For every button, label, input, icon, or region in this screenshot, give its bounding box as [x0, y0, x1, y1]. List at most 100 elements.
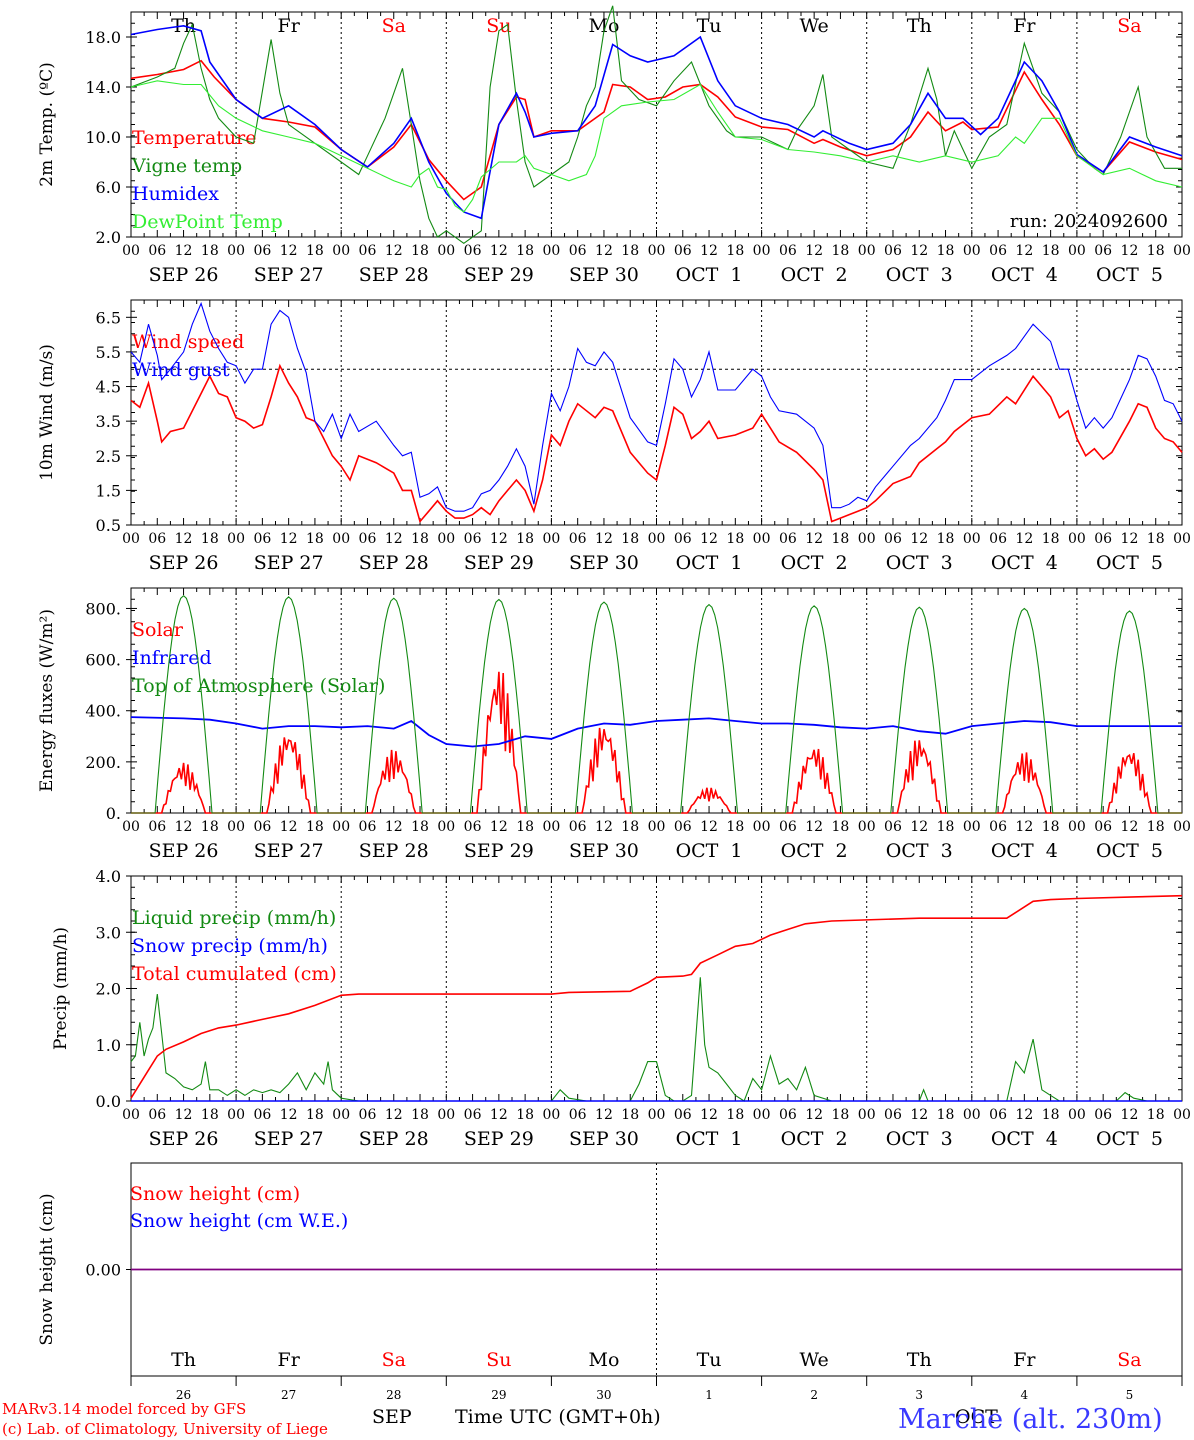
hour-tick-label: 00	[437, 531, 455, 547]
hour-tick-label: 00	[227, 1107, 245, 1123]
legend-entry: Total cumulated (cm)	[132, 963, 337, 985]
hour-tick-label: 00	[542, 531, 560, 547]
hour-tick-label: 06	[569, 819, 587, 835]
hour-tick-label: 12	[385, 1107, 403, 1123]
weekday-label: Fr	[1013, 15, 1036, 37]
date-label: OCT 5	[1096, 552, 1163, 574]
hour-tick-label: 00	[542, 819, 560, 835]
day-number-label: 29	[491, 1388, 506, 1402]
hour-tick-label: 12	[175, 531, 193, 547]
series-line-top-of-atmosphere-solar-	[131, 594, 1182, 814]
legend-entry: Humidex	[132, 183, 219, 205]
y-tick-label: 3.0	[96, 923, 121, 942]
day-number-label: 1	[705, 1388, 713, 1402]
hour-tick-label: 18	[1147, 243, 1165, 259]
footer-month-oct: OCT	[955, 1406, 998, 1428]
series-line-wind-speed	[130, 363, 1183, 524]
date-label: SEP 30	[569, 264, 639, 286]
legend-entry: Wind speed	[132, 331, 244, 353]
hour-tick-label: 00	[437, 819, 455, 835]
y-tick-label: 0.5	[96, 516, 121, 535]
y-tick-label: 6.0	[96, 178, 121, 197]
hour-tick-label: 12	[1015, 1107, 1033, 1123]
weekday-label: Fr	[1013, 1349, 1036, 1371]
hour-tick-label: 00	[1068, 819, 1086, 835]
hour-tick-label: 06	[148, 531, 166, 547]
hour-tick-label: 06	[148, 243, 166, 259]
hour-tick-label: 18	[516, 819, 534, 835]
weekday-label: Mo	[588, 1349, 619, 1371]
footer-month-sep: SEP	[372, 1406, 412, 1428]
date-label: SEP 27	[254, 1128, 324, 1150]
series-line-infrared	[130, 716, 1182, 748]
hour-tick-label: 00	[122, 531, 140, 547]
hour-tick-label: 18	[937, 819, 955, 835]
hour-tick-label: 06	[464, 243, 482, 259]
hour-tick-label: 18	[1042, 1107, 1060, 1123]
y-tick-label: 3.5	[96, 412, 121, 431]
hour-tick-label: 00	[227, 819, 245, 835]
hour-tick-label: 12	[595, 243, 613, 259]
date-label: SEP 30	[569, 552, 639, 574]
hour-tick-label: 12	[910, 243, 928, 259]
date-label: OCT 1	[676, 552, 743, 574]
legend-entry: Wind gust	[132, 359, 230, 381]
hour-tick-label: 06	[148, 1107, 166, 1123]
hour-tick-label: 00	[227, 243, 245, 259]
hour-tick-label: 00	[753, 243, 771, 259]
hour-tick-label: 06	[1094, 1107, 1112, 1123]
legend-entry: Snow height (cm W.E.)	[130, 1210, 348, 1232]
hour-tick-label: 18	[201, 243, 219, 259]
hour-tick-label: 18	[621, 819, 639, 835]
hour-tick-label: 12	[910, 531, 928, 547]
hour-tick-label: 06	[989, 819, 1007, 835]
footer: MARv3.14 model forced by GFS (c) Lab. of…	[2, 1400, 1163, 1438]
weekday-label: Mo	[588, 15, 619, 37]
hour-tick-label: 06	[884, 531, 902, 547]
day-number-label: 3	[915, 1388, 923, 1402]
hour-tick-label: 00	[122, 819, 140, 835]
hour-tick-label: 00	[332, 243, 350, 259]
hour-tick-label: 00	[437, 243, 455, 259]
hour-tick-label: 18	[306, 243, 324, 259]
hour-tick-label: 18	[726, 1107, 744, 1123]
hour-tick-label: 06	[884, 243, 902, 259]
hour-tick-label: 06	[253, 243, 271, 259]
weekday-label: We	[800, 15, 829, 37]
legend-entry: Liquid precip (mm/h)	[132, 907, 336, 929]
date-label: OCT 1	[676, 840, 743, 862]
hour-tick-label: 12	[595, 531, 613, 547]
date-label: OCT 5	[1096, 264, 1163, 286]
series-line-liquid-precip-mm-h-	[130, 977, 1182, 1102]
hour-tick-label: 18	[1147, 819, 1165, 835]
date-label: SEP 26	[149, 264, 219, 286]
date-label: OCT 1	[676, 1128, 743, 1150]
date-label: OCT 5	[1096, 1128, 1163, 1150]
weekday-label: Th	[907, 15, 932, 37]
hour-tick-label: 00	[858, 1107, 876, 1123]
hour-tick-label: 00	[963, 1107, 981, 1123]
hour-tick-label: 06	[148, 819, 166, 835]
hour-tick-label: 00	[227, 531, 245, 547]
hour-tick-label: 18	[937, 531, 955, 547]
hour-tick-label: 12	[280, 1107, 298, 1123]
hour-tick-label: 18	[516, 531, 534, 547]
hour-tick-label: 18	[621, 243, 639, 259]
hour-tick-label: 18	[832, 1107, 850, 1123]
hour-tick-label: 12	[1121, 1107, 1139, 1123]
weekday-label: Sa	[382, 1349, 406, 1371]
weekday-label: Tu	[697, 1349, 722, 1371]
hour-tick-label: 12	[385, 819, 403, 835]
y-tick-label: 2.0	[96, 228, 121, 247]
date-label: OCT 4	[991, 1128, 1058, 1150]
hour-tick-label: 12	[700, 819, 718, 835]
y-tick-label: 6.5	[96, 308, 121, 327]
hour-tick-label: 18	[516, 243, 534, 259]
hour-tick-label: 12	[175, 819, 193, 835]
footer-axis-title: Time UTC (GMT+0h)	[455, 1406, 661, 1428]
legend-entry: DewPoint Temp	[132, 211, 283, 233]
hour-tick-label: 00	[648, 819, 666, 835]
hour-tick-label: 06	[1094, 243, 1112, 259]
date-label: SEP 28	[359, 264, 429, 286]
y-axis-label: Precip (mm/h)	[51, 927, 71, 1050]
